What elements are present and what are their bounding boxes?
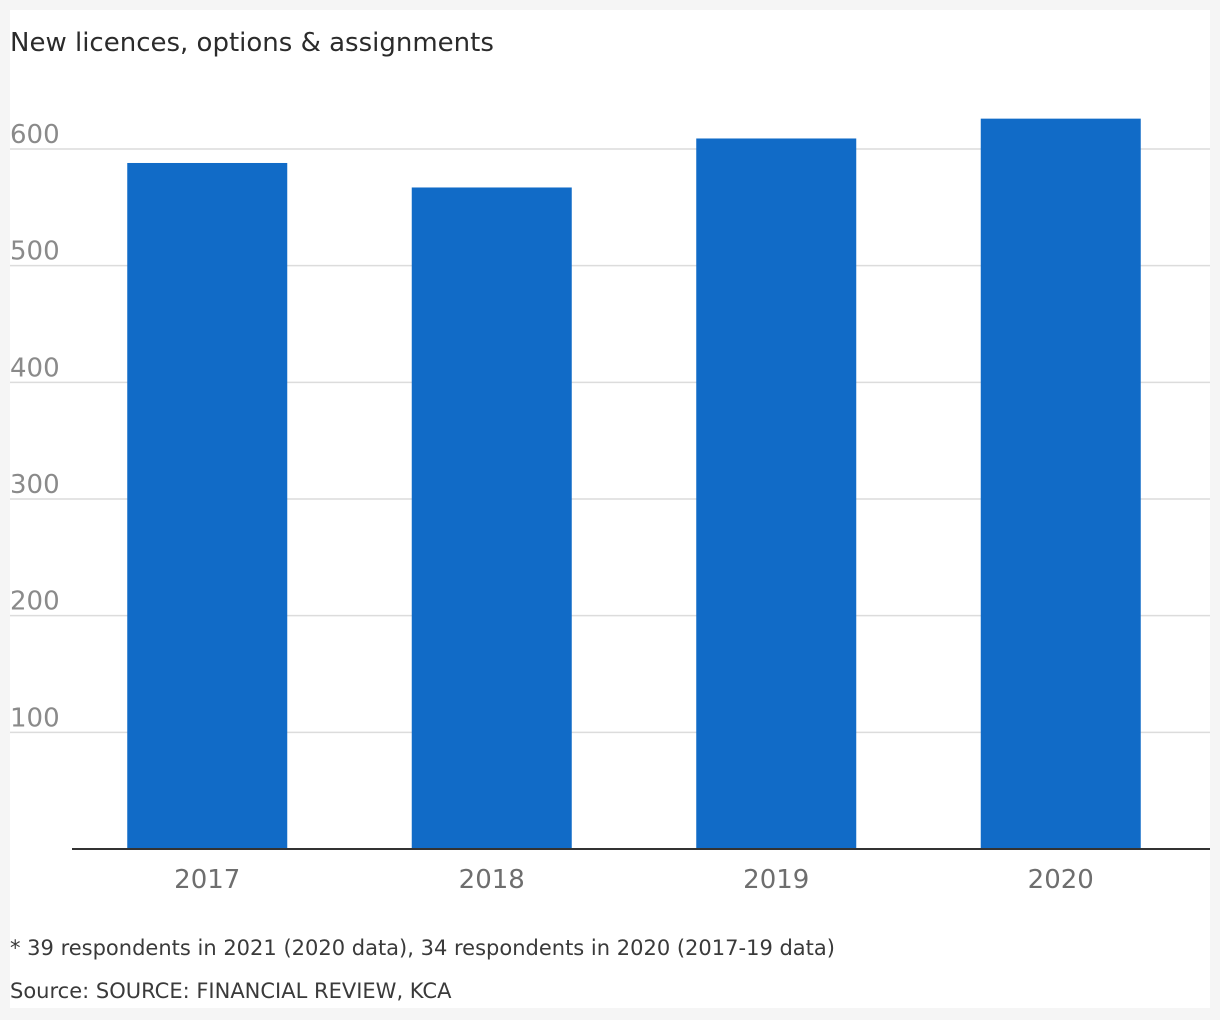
y-tick-label: 100 — [10, 703, 60, 733]
bar-2018[interactable] — [411, 187, 572, 850]
footnote: * 39 respondents in 2021 (2020 data), 34… — [10, 936, 835, 960]
y-tick-label: 300 — [10, 470, 60, 500]
bar-2020[interactable] — [980, 118, 1141, 849]
bars — [127, 118, 1141, 850]
x-axis-ticks: 2017 2018 2019 2020 — [174, 865, 1094, 895]
y-tick-label: 600 — [10, 120, 60, 150]
source-line: Source: SOURCE: FINANCIAL REVIEW, KCA — [10, 979, 452, 1003]
y-axis-ticks: 100 200 300 400 500 600 — [10, 120, 60, 733]
chart-title: New licences, options & assignments — [10, 28, 494, 58]
bar-2019[interactable] — [696, 138, 857, 849]
x-tick-label: 2020 — [1028, 865, 1094, 895]
x-tick-label: 2017 — [174, 865, 240, 895]
chart-card: New licences, options & assignments 100 2… — [10, 10, 1210, 1008]
y-tick-label: 200 — [10, 587, 60, 617]
y-tick-label: 400 — [10, 353, 60, 383]
x-tick-label: 2018 — [459, 865, 525, 895]
bar-chart: 100 200 300 400 500 600 2017 2018 2019 2020 — [10, 118, 1210, 895]
bar-2017[interactable] — [127, 162, 288, 849]
x-tick-label: 2019 — [743, 865, 809, 895]
y-tick-label: 500 — [10, 237, 60, 267]
